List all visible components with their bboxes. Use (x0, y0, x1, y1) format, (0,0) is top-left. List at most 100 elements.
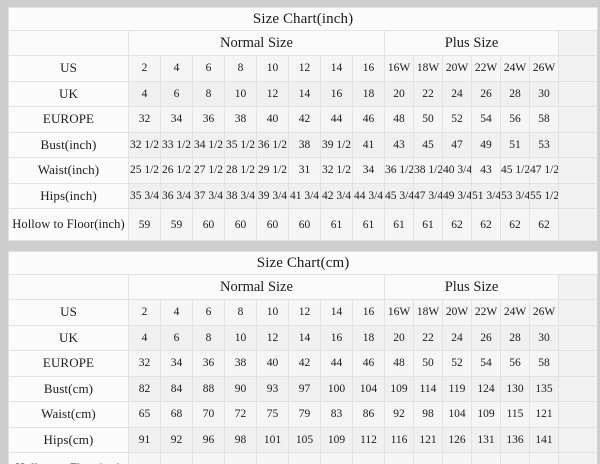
group-header-row: Normal Size Plus Size (8, 30, 598, 56)
table-row: Waist(inch) 25 1/2 26 1/2 27 1/2 28 1/2 29 1/… (8, 157, 598, 184)
table-row: UK 4 6 8 10 12 14 16 18 20 22 24 26 28 30 (8, 324, 598, 351)
table-cell: 135 (529, 375, 559, 402)
row-label: Hollow to Floor(cm) (8, 452, 129, 464)
table-cell: 14 (288, 80, 321, 107)
table-cell: 60 (192, 208, 225, 241)
table-cell: 92 (384, 401, 414, 428)
table-cell: 52 (442, 350, 472, 377)
chart-title-row: Size Chart(inch) (7, 7, 599, 31)
table-cell: 48 (384, 106, 414, 133)
table-cell: 26W (529, 299, 559, 326)
table-cell: 37 3/4 (192, 182, 225, 209)
table-cell: 18 (352, 80, 385, 107)
table-row: Hollow to Floor(cm)141147150150152152155… (8, 452, 598, 464)
table-cell: 39 1/2 (320, 131, 353, 158)
table-cell: 112 (352, 426, 385, 453)
row-label: Hips(cm) (8, 426, 129, 453)
table-cell: 152 (256, 452, 289, 464)
table-cell: 16 (352, 55, 385, 82)
table-cell: 55 1/2 (529, 182, 559, 209)
table-cell: 62 (529, 208, 559, 241)
table-cell: 152 (288, 452, 321, 464)
table-cell: 10 (256, 55, 289, 82)
row-filler (557, 401, 598, 428)
table-cell: 26 (471, 324, 501, 351)
table-cell: 8 (224, 55, 257, 82)
row-filler (557, 157, 598, 184)
table-cell: 41 (352, 131, 385, 158)
table-cell: 61 (320, 208, 353, 241)
table-cell: 83 (320, 401, 353, 428)
table-cell: 14 (288, 324, 321, 351)
table-cell: 51 3/4 (471, 182, 501, 209)
table-cell: 116 (384, 426, 414, 453)
table-cell: 47 3/4 (413, 182, 443, 209)
table-cell: 72 (224, 401, 257, 428)
table-cell: 6 (160, 324, 193, 351)
table-cell: 36 (192, 106, 225, 133)
table-cell: 10 (224, 80, 257, 107)
table-cell: 20W (442, 299, 472, 326)
table-cell: 36 3/4 (160, 182, 193, 209)
table-cell: 28 1/2 (224, 157, 257, 184)
row-filler (557, 324, 598, 351)
group-header-normal-size: Normal Size (128, 274, 385, 300)
table-cell: 4 (160, 55, 193, 82)
table-cell: 58 (529, 350, 559, 377)
size-chart-table: Size Chart(cm) Normal Size Plus Size US 2 4 6 8… (7, 251, 599, 464)
table-cell: 38 (224, 106, 257, 133)
table-cell: 26 (471, 80, 501, 107)
table-cell: 60 (256, 208, 289, 241)
table-cell: 42 (288, 350, 321, 377)
table-cell: 33 1/2 (160, 131, 193, 158)
table-cell: 34 1/2 (192, 131, 225, 158)
table-cell: 62 (471, 208, 501, 241)
table-cell: 6 (160, 80, 193, 107)
table-cell: 126 (442, 426, 472, 453)
row-filler (557, 452, 598, 464)
row-label: Waist(inch) (8, 157, 129, 184)
row-label: EUROPE (8, 350, 129, 377)
table-cell: 130 (500, 375, 530, 402)
table-cell: 46 (352, 350, 385, 377)
table-cell: 16 (320, 80, 353, 107)
row-label: UK (8, 324, 129, 351)
table-cell: 38 3/4 (224, 182, 257, 209)
row-label: Bust(cm) (8, 375, 129, 402)
table-cell: 26 1/2 (160, 157, 193, 184)
group-header-plus-size: Plus Size (384, 274, 559, 300)
table-cell: 2 (128, 299, 161, 326)
table-cell: 45 (413, 131, 443, 158)
table-row: Hips(inch) 35 3/4 36 3/4 37 3/4 38 3/4 39 3/4… (8, 182, 598, 209)
table-cell: 155 (320, 452, 353, 464)
table-cell: 36 1/2 (384, 157, 414, 184)
table-cell: 88 (192, 375, 225, 402)
table-cell: 101 (256, 426, 289, 453)
table-cell: 54 (471, 350, 501, 377)
table-cell: 32 (128, 106, 161, 133)
table-cell: 32 (128, 350, 161, 377)
table-cell: 62 (442, 208, 472, 241)
table-row: UK 4 6 8 10 12 14 16 18 20 22 24 26 28 30 (8, 80, 598, 107)
row-filler (557, 299, 598, 326)
table-cell: 79 (288, 401, 321, 428)
table-cell: 18 (352, 324, 385, 351)
table-cell: 61 (352, 208, 385, 241)
table-cell: 27 1/2 (192, 157, 225, 184)
table-cell: 52 (442, 106, 472, 133)
table-cell: 104 (352, 375, 385, 402)
table-cell: 48 (384, 350, 414, 377)
table-cell: 62 (500, 208, 530, 241)
table-cell: 59 (128, 208, 161, 241)
table-cell: 28 (500, 324, 530, 351)
group-header-row: Normal Size Plus Size (8, 274, 598, 300)
table-cell: 43 (384, 131, 414, 158)
table-cell: 109 (384, 375, 414, 402)
table-cell: 41 3/4 (288, 182, 321, 209)
table-cell: 47 1/2 (529, 157, 559, 184)
table-cell: 60 (288, 208, 321, 241)
table-cell: 84 (160, 375, 193, 402)
table-cell: 32 1/2 (128, 131, 161, 158)
table-cell: 97 (288, 375, 321, 402)
table-cell: 100 (320, 375, 353, 402)
